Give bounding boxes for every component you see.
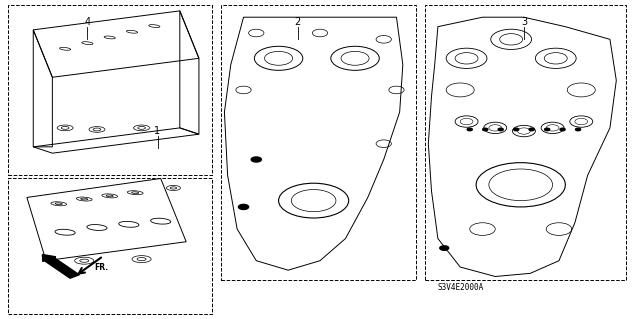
Circle shape bbox=[560, 128, 565, 131]
Bar bbox=[8, 178, 212, 315]
Circle shape bbox=[467, 128, 472, 131]
Text: 1: 1 bbox=[154, 126, 161, 136]
Circle shape bbox=[529, 128, 534, 131]
FancyArrow shape bbox=[42, 255, 79, 278]
Circle shape bbox=[483, 128, 488, 131]
Bar bbox=[8, 4, 212, 175]
Bar bbox=[221, 4, 415, 280]
Text: 2: 2 bbox=[294, 17, 301, 27]
Circle shape bbox=[545, 128, 550, 131]
Text: 4: 4 bbox=[84, 17, 90, 27]
Circle shape bbox=[251, 157, 261, 162]
Circle shape bbox=[239, 204, 248, 210]
Circle shape bbox=[440, 246, 449, 250]
Text: 3: 3 bbox=[521, 17, 527, 27]
Text: FR.: FR. bbox=[94, 263, 108, 272]
Circle shape bbox=[498, 128, 503, 131]
Bar bbox=[425, 4, 626, 280]
Circle shape bbox=[575, 128, 580, 131]
Text: S3V4E2000A: S3V4E2000A bbox=[437, 283, 483, 292]
Circle shape bbox=[514, 128, 519, 131]
